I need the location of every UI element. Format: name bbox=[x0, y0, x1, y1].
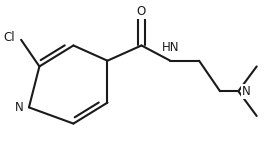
Text: O: O bbox=[137, 5, 146, 18]
Text: HN: HN bbox=[161, 41, 179, 54]
Text: N: N bbox=[15, 101, 24, 114]
Text: Cl: Cl bbox=[3, 31, 14, 44]
Text: N: N bbox=[242, 85, 251, 98]
